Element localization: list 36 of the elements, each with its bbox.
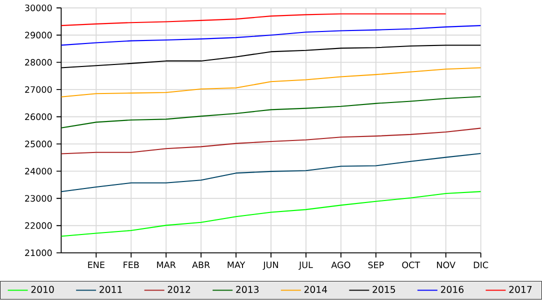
x-tick-label: OCT [402, 262, 420, 268]
x-tick-label: SEP [368, 262, 384, 268]
x-tick-label: MAR [157, 262, 176, 268]
y-tick-label: 21000 [25, 249, 52, 256]
y-tick-label: 25000 [25, 140, 52, 148]
y-tick-label: 22000 [25, 222, 52, 229]
y-tick-label: 30000 [25, 4, 52, 12]
x-tick-label: JUL [298, 262, 313, 270]
legend-label: 2016 [440, 286, 464, 293]
line-series [61, 67, 481, 98]
x-tick-label: JUN [262, 262, 278, 270]
x-tick-label: FEB [124, 262, 139, 268]
line-series [61, 24, 481, 46]
legend-label: 2015 [372, 286, 396, 293]
x-tick-label: NOV [437, 262, 456, 268]
y-tick-label: 29000 [25, 32, 52, 38]
legend-label: 2013 [236, 286, 259, 293]
x-tick-label: MAY [228, 262, 246, 268]
line-series [61, 128, 481, 154]
line-series [61, 152, 481, 192]
legend-label: 2017 [509, 286, 532, 293]
legend-label: 2011 [100, 286, 122, 293]
line-series [61, 96, 481, 128]
x-tick-label: ENE [88, 262, 104, 268]
line-series [61, 190, 481, 237]
legend-label: 2010 [31, 286, 54, 293]
x-tick-label: ABR [192, 262, 210, 268]
legend-label: 2014 [304, 286, 328, 293]
y-tick-label: 24000 [25, 168, 52, 174]
x-tick-label: AGO [331, 262, 350, 268]
y-tick-label: 26000 [25, 113, 52, 120]
y-tick-label: 23000 [25, 194, 52, 202]
legend-label: 2012 [168, 286, 190, 293]
y-tick-label: 27000 [25, 86, 52, 93]
y-tick-label: 28000 [25, 58, 52, 66]
x-tick-label: DIC [474, 262, 488, 268]
